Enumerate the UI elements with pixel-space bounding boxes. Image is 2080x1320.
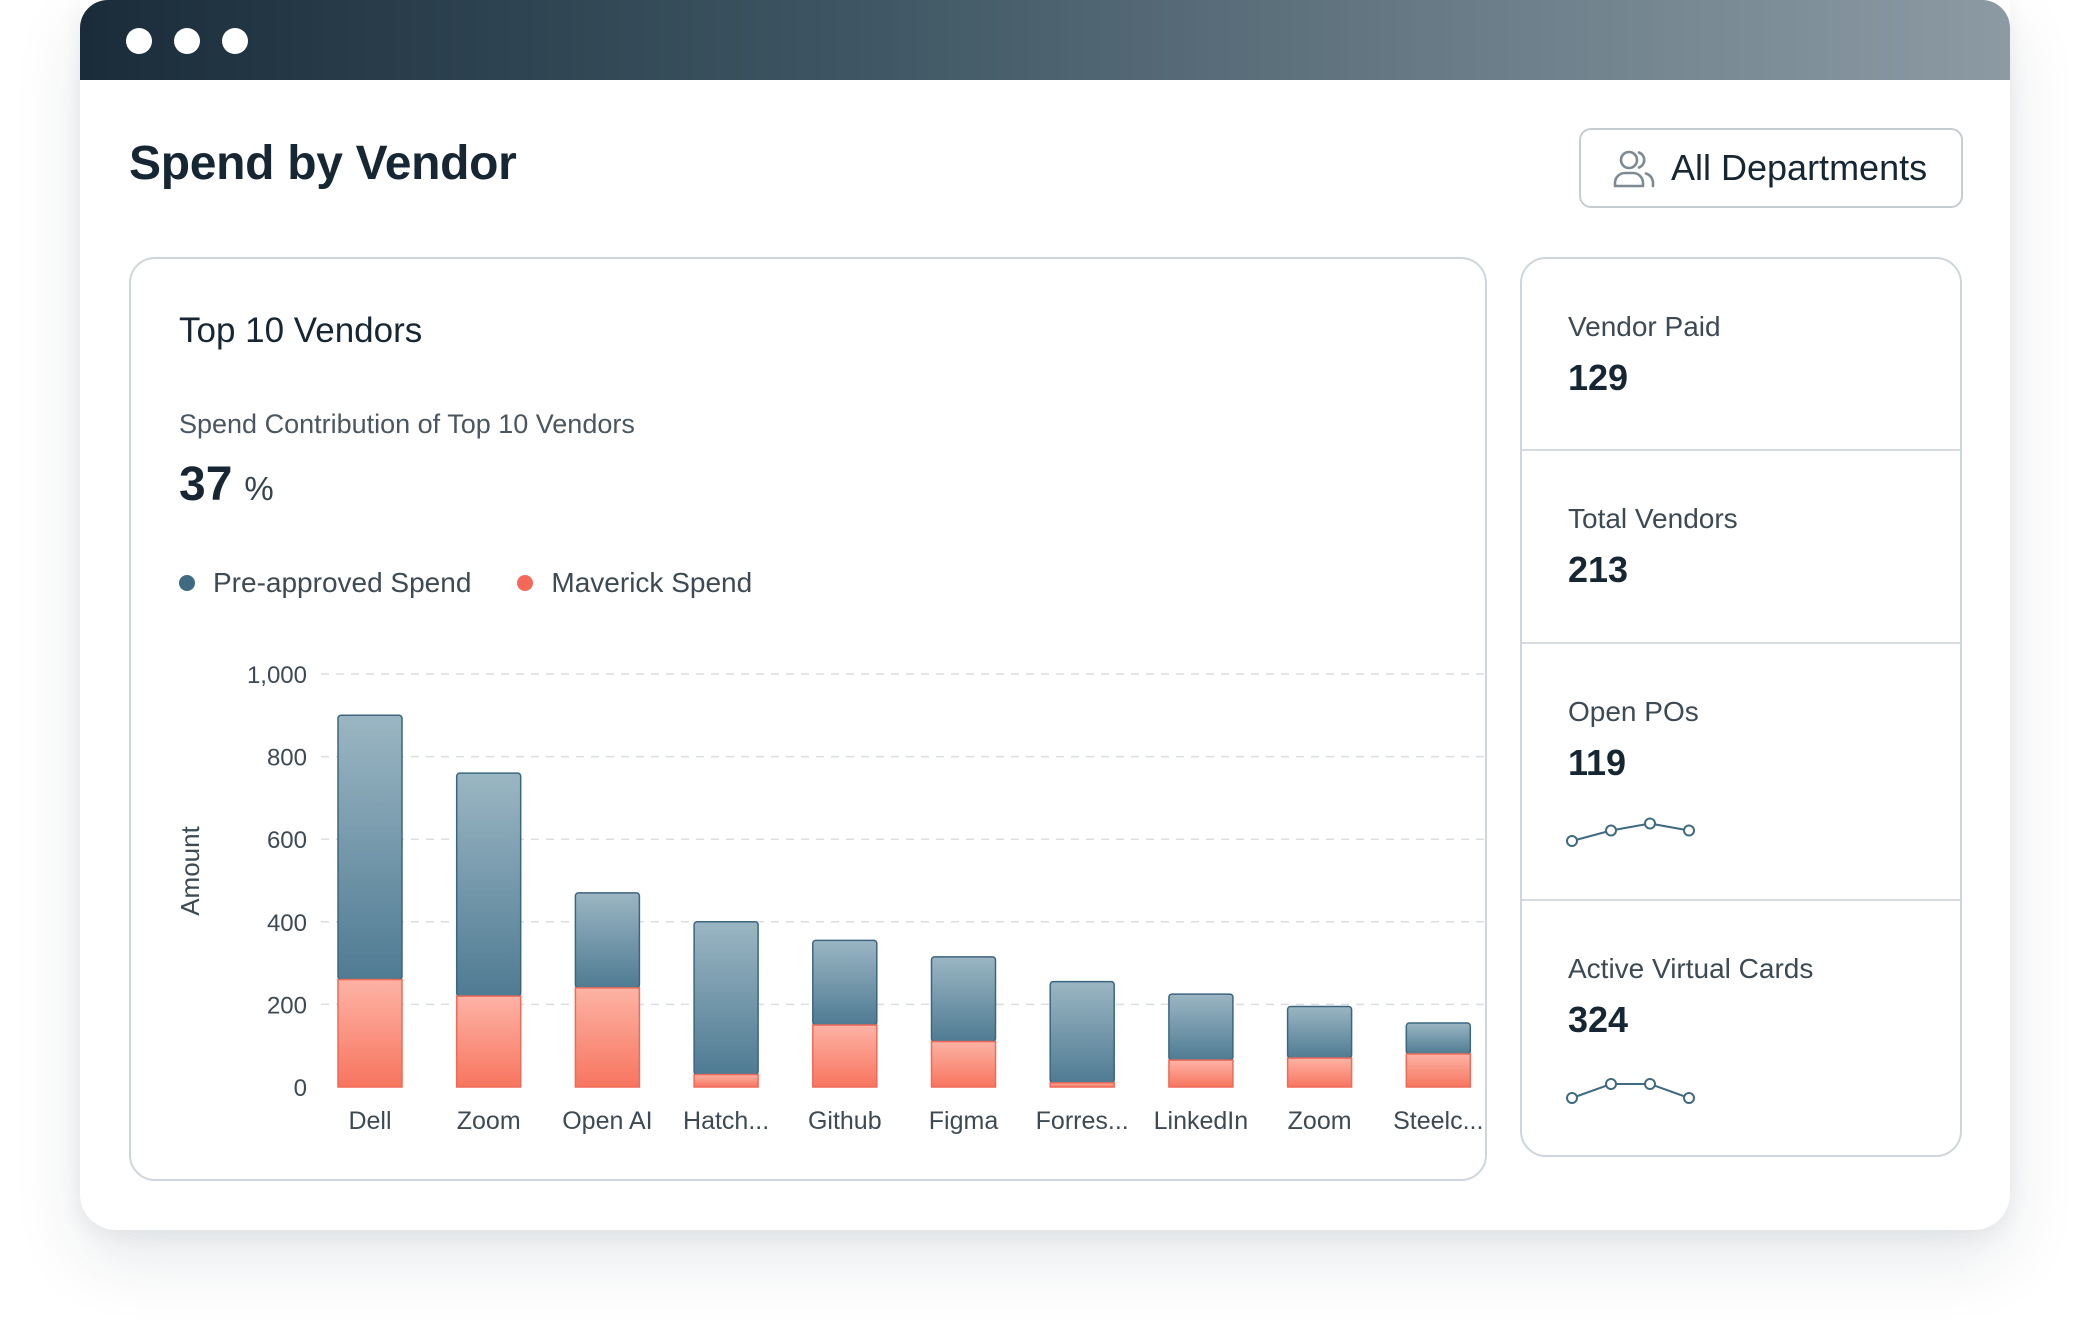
x-tick-label: Hatch... bbox=[683, 1107, 769, 1135]
window-close-button[interactable] bbox=[126, 28, 152, 54]
bar-maverick[interactable] bbox=[812, 1024, 878, 1088]
bar-preapproved[interactable] bbox=[574, 892, 641, 989]
top-vendors-card: Top 10 Vendors Spend Contribution of Top… bbox=[129, 257, 1487, 1181]
vendor-bar-group[interactable] bbox=[1168, 993, 1234, 1088]
vendor-bar-group[interactable] bbox=[693, 921, 759, 1088]
department-filter-label: All Departments bbox=[1671, 147, 1928, 188]
bar-maverick[interactable] bbox=[693, 1073, 759, 1088]
bar-maverick[interactable] bbox=[455, 995, 522, 1088]
virtual-cards-sparkline bbox=[1566, 1078, 1695, 1104]
stat-total-vendors[interactable]: Total Vendors 213 bbox=[1522, 451, 1960, 644]
legend-item-preapproved[interactable]: Pre-approved Spend bbox=[179, 567, 471, 599]
legend-item-maverick[interactable]: Maverick Spend bbox=[517, 567, 752, 599]
card-subtitle: Spend Contribution of Top 10 Vendors bbox=[179, 409, 635, 439]
x-tick-label: LinkedIn bbox=[1154, 1107, 1249, 1135]
sparkline-point bbox=[1644, 817, 1656, 830]
sparkline-path bbox=[1571, 1083, 1690, 1099]
stat-open-pos[interactable]: Open POs 119 bbox=[1522, 644, 1960, 901]
bar-preapproved[interactable] bbox=[1168, 993, 1234, 1061]
x-tick-label: Open AI bbox=[562, 1107, 652, 1135]
y-tick-label: 800 bbox=[267, 745, 307, 772]
vendor-bar-group[interactable] bbox=[574, 892, 641, 1088]
chart-legend: Pre-approved Spend Maverick Spend bbox=[179, 567, 798, 599]
bar-preapproved[interactable] bbox=[455, 772, 522, 997]
x-tick-label: Steelc... bbox=[1393, 1107, 1483, 1135]
x-tick-label: Zoom bbox=[457, 1107, 521, 1135]
bar-preapproved[interactable] bbox=[1286, 1005, 1353, 1059]
card-title: Top 10 Vendors bbox=[179, 311, 423, 350]
bar-preapproved[interactable] bbox=[1049, 980, 1115, 1084]
sparkline-point bbox=[1566, 835, 1578, 847]
stat-label: Vendor Paid bbox=[1568, 311, 1721, 342]
bar-maverick[interactable] bbox=[574, 987, 641, 1088]
kpi-unit: % bbox=[244, 470, 274, 507]
sparkline-point bbox=[1683, 1092, 1695, 1104]
vendor-bar-group[interactable] bbox=[1049, 980, 1115, 1088]
stat-label: Active Virtual Cards bbox=[1568, 953, 1814, 984]
stat-value: 324 bbox=[1568, 999, 1629, 1040]
legend-label-maverick: Maverick Spend bbox=[551, 567, 753, 598]
bar-maverick[interactable] bbox=[1168, 1059, 1234, 1088]
bar-preapproved[interactable] bbox=[1405, 1022, 1472, 1055]
bar-maverick[interactable] bbox=[1049, 1082, 1115, 1088]
department-filter-button[interactable]: All Departments bbox=[1579, 128, 1963, 208]
stat-label: Total Vendors bbox=[1568, 503, 1738, 534]
page-title: Spend by Vendor bbox=[129, 137, 517, 190]
y-tick-label: 0 bbox=[294, 1075, 307, 1102]
x-tick-label: Forres... bbox=[1036, 1107, 1129, 1135]
stat-vendor-paid[interactable]: Vendor Paid 129 bbox=[1522, 259, 1960, 451]
vendor-bar-group[interactable] bbox=[1286, 1005, 1353, 1088]
sparkline-path bbox=[1571, 822, 1690, 842]
stat-value: 129 bbox=[1568, 357, 1629, 398]
x-tick-label: Dell bbox=[348, 1107, 391, 1135]
app-window: Spend by Vendor All Departments Top 10 V… bbox=[80, 0, 2010, 1230]
legend-dot-preapproved bbox=[179, 575, 195, 591]
legend-dot-maverick bbox=[517, 575, 534, 591]
sparkline-point bbox=[1683, 824, 1695, 837]
vendor-bar-group[interactable] bbox=[1405, 1022, 1472, 1088]
x-tick-label: Zoom bbox=[1288, 1107, 1352, 1135]
vendor-bar-group[interactable] bbox=[337, 714, 403, 1088]
y-tick-label: 600 bbox=[267, 827, 307, 854]
sparkline-point bbox=[1644, 1078, 1656, 1090]
vendor-bar-group[interactable] bbox=[455, 772, 522, 1088]
vendor-stats-panel: Vendor Paid 129 Total Vendors 213 Open P… bbox=[1520, 257, 1962, 1157]
x-tick-label: Github bbox=[808, 1107, 882, 1135]
sparkline-point bbox=[1566, 1092, 1578, 1104]
window-maximize-button[interactable] bbox=[222, 28, 248, 54]
bar-maverick[interactable] bbox=[337, 978, 403, 1088]
y-tick-label: 200 bbox=[267, 992, 307, 1019]
vendor-bar-group[interactable] bbox=[812, 939, 878, 1088]
vendor-bar-chart: 0 200 400 600 800 1,000 Dell Zoom Open AI Hatch..… bbox=[175, 662, 1485, 1135]
bar-preapproved[interactable] bbox=[693, 921, 759, 1076]
bar-maverick[interactable] bbox=[1286, 1057, 1353, 1088]
bar-preapproved[interactable] bbox=[337, 714, 403, 981]
stat-value: 213 bbox=[1568, 549, 1629, 590]
sparkline-point bbox=[1605, 1078, 1617, 1090]
stat-active-virtual-cards[interactable]: Active Virtual Cards 324 bbox=[1522, 901, 1960, 1155]
y-tick-label: 400 bbox=[267, 910, 307, 937]
open-pos-sparkline bbox=[1566, 817, 1695, 847]
window-minimize-button[interactable] bbox=[174, 28, 200, 54]
kpi-number: 37 bbox=[179, 458, 233, 511]
y-axis-label: Amount bbox=[175, 825, 205, 915]
bar-preapproved[interactable] bbox=[812, 939, 878, 1026]
spend-contribution-value: 37% bbox=[179, 457, 274, 512]
y-tick-label: 1,000 bbox=[247, 662, 307, 689]
users-icon bbox=[1611, 145, 1657, 191]
bar-maverick[interactable] bbox=[1405, 1053, 1472, 1088]
legend-label-preapproved: Pre-approved Spend bbox=[213, 567, 472, 598]
sparkline-point bbox=[1605, 824, 1617, 837]
bar-maverick[interactable] bbox=[930, 1040, 997, 1088]
window-titlebar bbox=[80, 0, 2010, 80]
stat-label: Open POs bbox=[1568, 696, 1699, 727]
vendor-bar-group[interactable] bbox=[930, 956, 997, 1088]
x-tick-label: Figma bbox=[929, 1107, 999, 1135]
bar-preapproved[interactable] bbox=[930, 956, 997, 1043]
stat-value: 119 bbox=[1568, 742, 1627, 783]
